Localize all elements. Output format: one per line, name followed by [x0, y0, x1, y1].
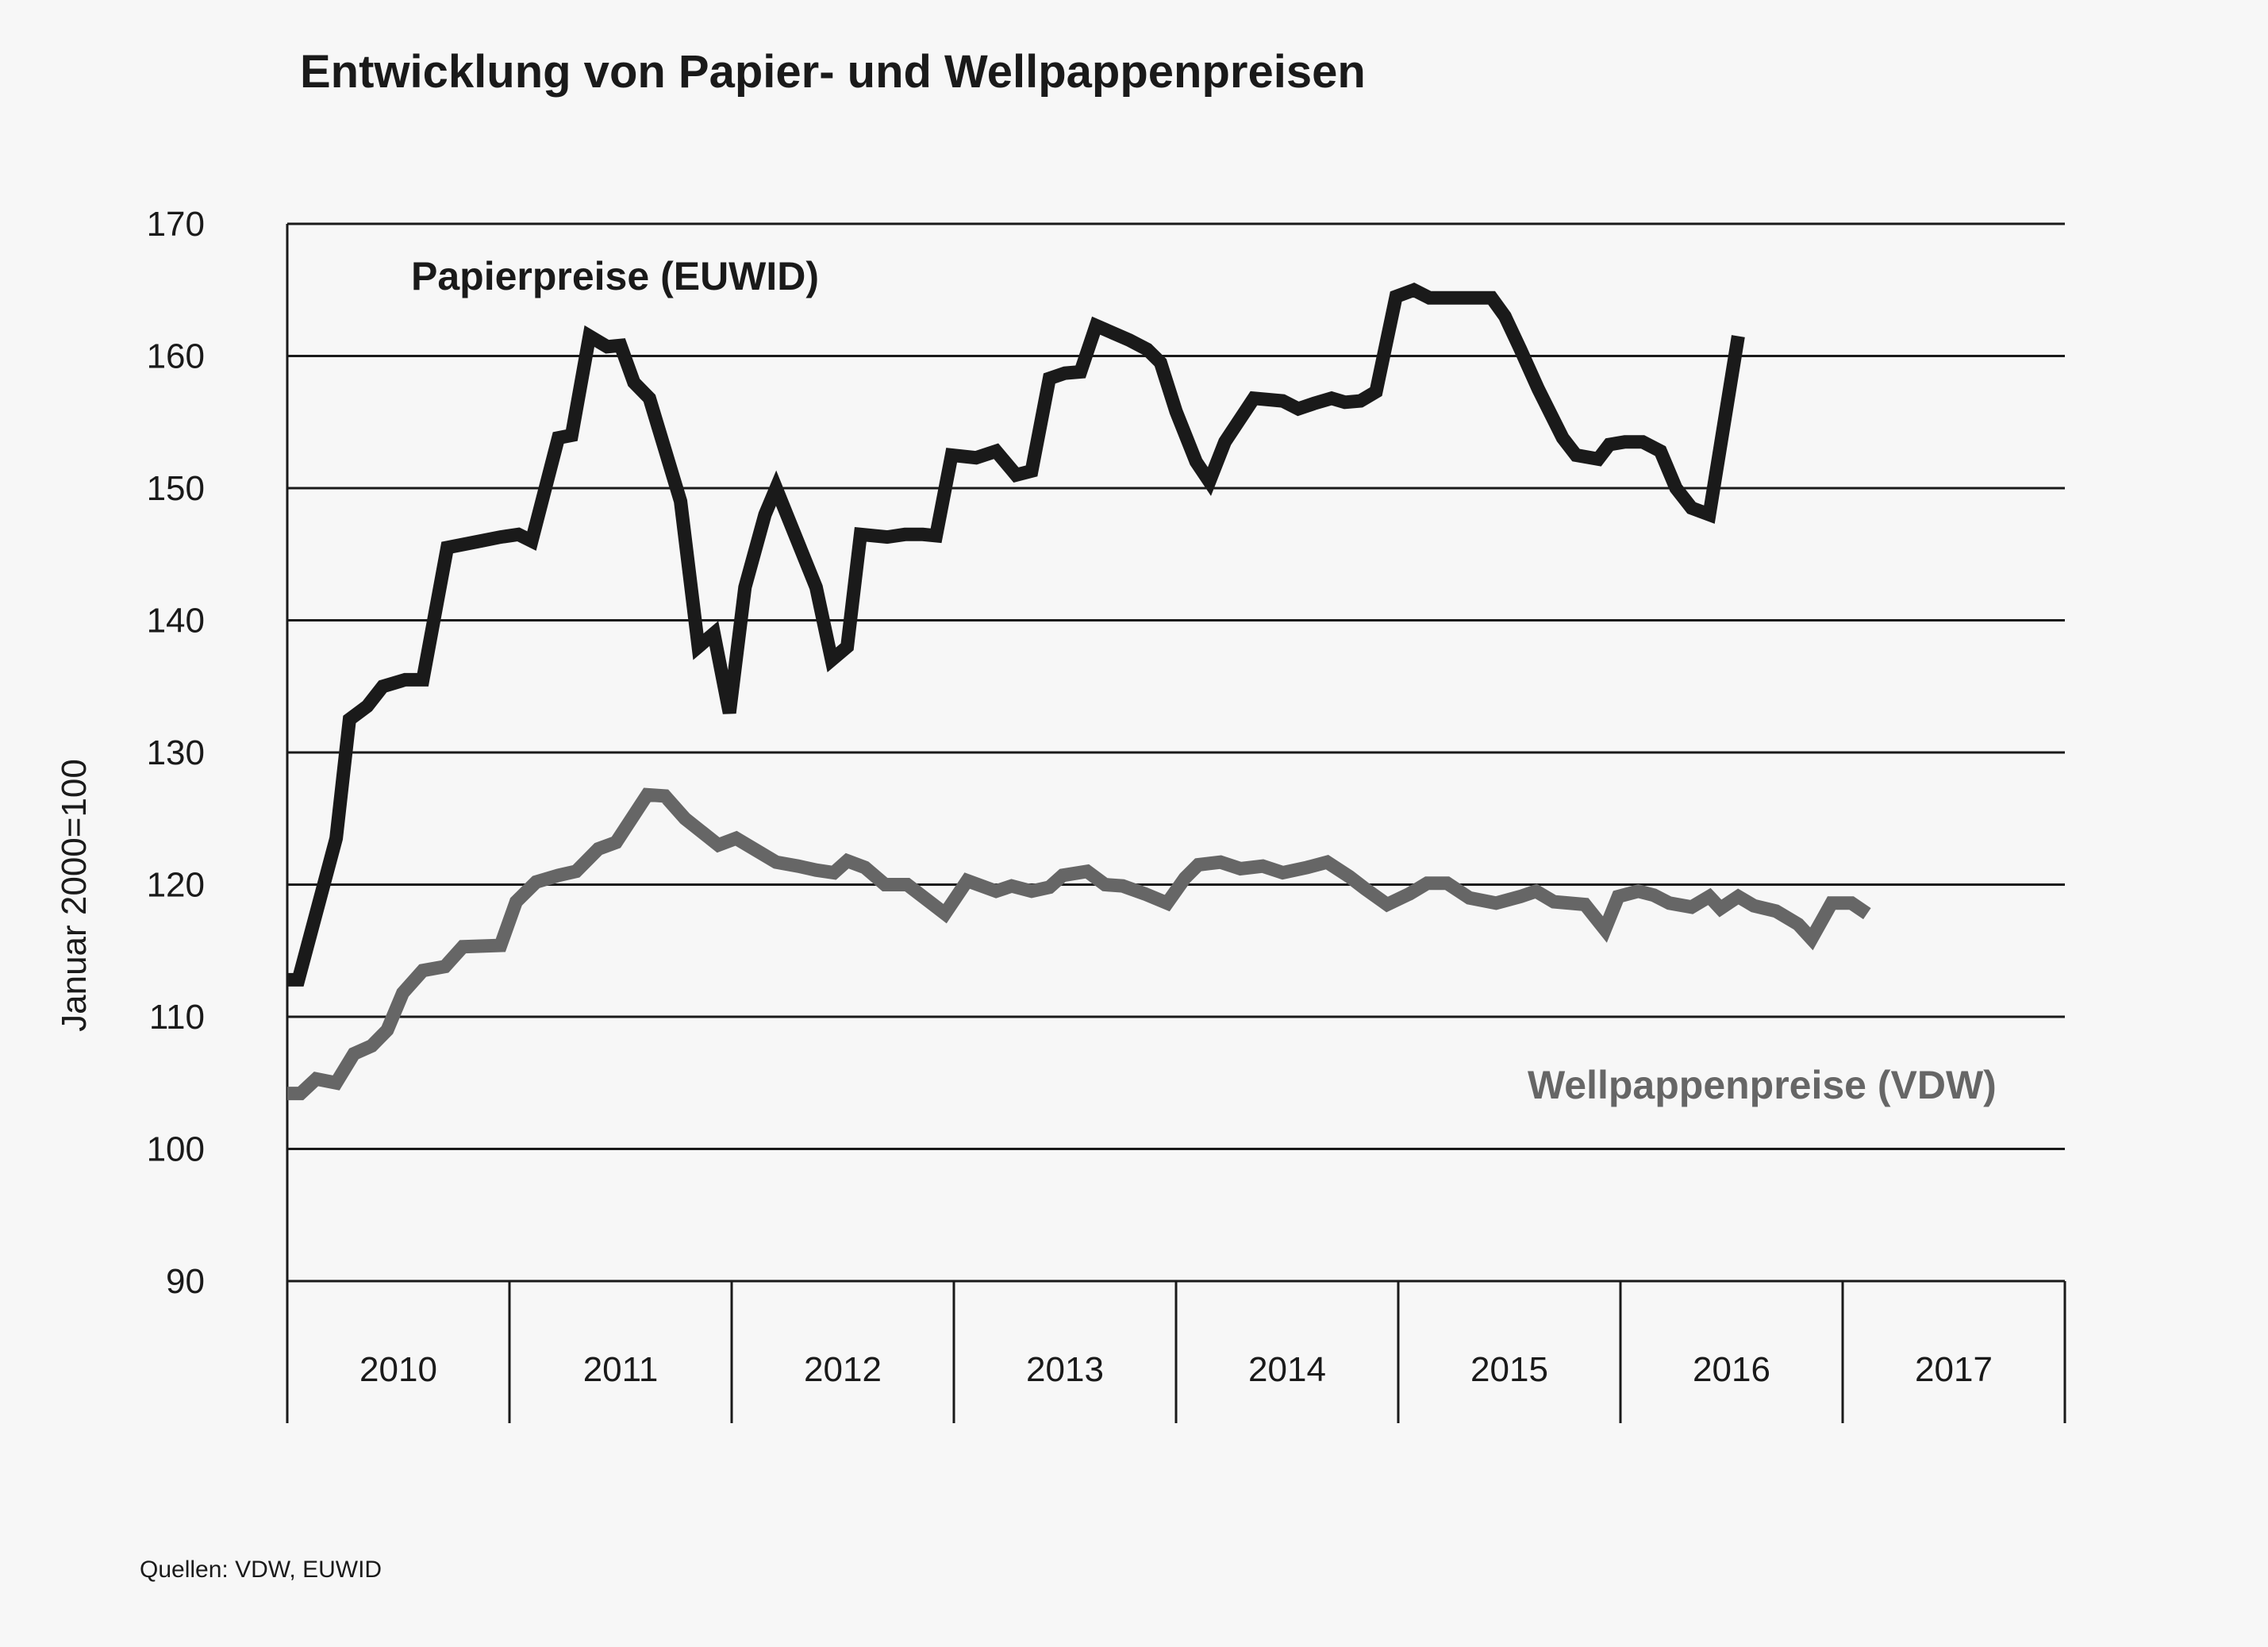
x-tick-label: 2015 [1470, 1350, 1548, 1389]
source-note: Quellen: VDW, EUWID [140, 1557, 382, 1583]
y-axis-label: Januar 2000=100 [55, 759, 94, 1032]
y-tick-label: 140 [147, 602, 205, 641]
y-tick-label: 160 [147, 337, 205, 376]
chart-title: Entwicklung von Papier- und Wellpappenpr… [300, 46, 1366, 98]
y-tick-label: 170 [147, 205, 205, 244]
y-tick-label: 120 [147, 866, 205, 905]
series-label-wellpappenpreise: Wellpappenpreise (VDW) [1528, 1063, 1997, 1107]
gridlines [287, 222, 2065, 1283]
y-tick-label: 150 [147, 469, 205, 508]
x-tick-label: 2016 [1693, 1350, 1770, 1389]
x-tick-label: 2014 [1248, 1350, 1326, 1389]
x-tick-label: 2017 [1915, 1350, 1993, 1389]
axes [286, 224, 2066, 1423]
y-tick-label: 110 [149, 998, 205, 1037]
x-tick-label: 2012 [804, 1350, 882, 1389]
y-tick-labels: 90 100 110 120 130 140 150 160 170 [147, 205, 205, 1301]
x-tick-label: 2011 [583, 1350, 659, 1389]
y-tick-label: 100 [147, 1130, 205, 1169]
y-tick-label: 130 [147, 733, 205, 772]
series-lines [287, 283, 1871, 1101]
x-tick-label: 2010 [359, 1350, 437, 1389]
x-tick-labels: 2010 2011 2012 2013 2014 2015 2016 2017 [359, 1350, 1993, 1389]
series-line-papierpreise [287, 283, 1745, 987]
series-line-wellpappenpreise [287, 787, 1871, 1101]
series-label-papierpreise: Papierpreise (EUWID) [411, 254, 819, 298]
x-tick-label: 2013 [1026, 1350, 1104, 1389]
y-tick-label: 90 [166, 1262, 205, 1301]
